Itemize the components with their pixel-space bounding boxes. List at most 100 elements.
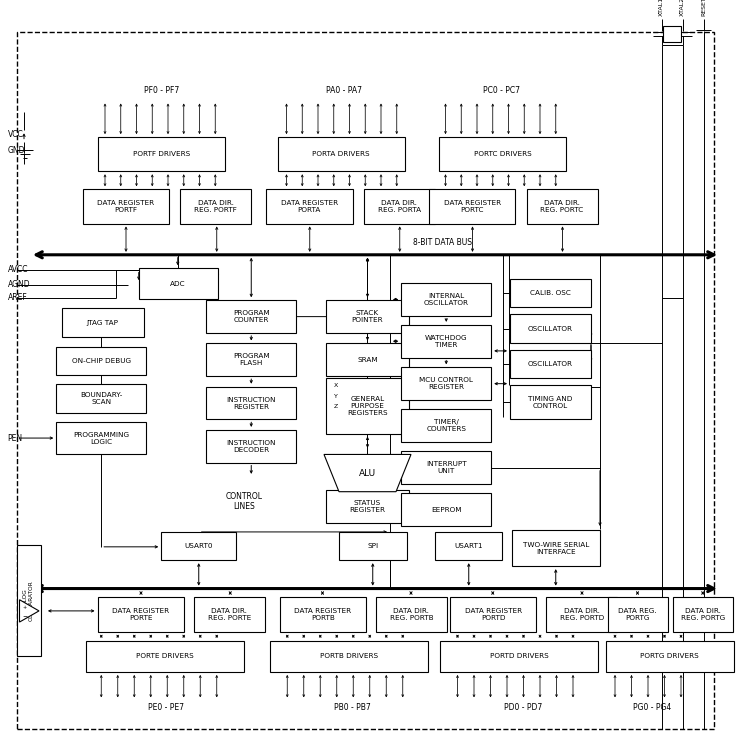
Text: ON-CHIP DEBUG: ON-CHIP DEBUG: [72, 358, 130, 364]
Text: PEN: PEN: [8, 434, 22, 443]
Bar: [86, 641, 244, 672]
Bar: [56, 422, 146, 454]
Bar: [608, 597, 668, 632]
Text: DATA DIR.
REG. PORTF: DATA DIR. REG. PORTF: [194, 200, 237, 213]
Text: USART1: USART1: [454, 543, 483, 549]
Bar: [440, 641, 598, 672]
Text: PF0 - PF7: PF0 - PF7: [144, 86, 178, 95]
Text: DATA DIR.
REG. PORTA: DATA DIR. REG. PORTA: [378, 200, 421, 213]
Bar: [266, 189, 352, 223]
Text: PE0 - PE7: PE0 - PE7: [148, 703, 184, 712]
Text: X: X: [334, 384, 338, 388]
Text: −: −: [22, 614, 28, 618]
Text: TWO-WIRE SERIAL
INTERFACE: TWO-WIRE SERIAL INTERFACE: [523, 542, 589, 555]
Bar: [429, 189, 515, 223]
Text: INTERRUPT
UNIT: INTERRUPT UNIT: [426, 461, 466, 475]
Text: AREF: AREF: [8, 294, 27, 302]
Text: AGND: AGND: [8, 280, 30, 289]
Bar: [401, 367, 491, 400]
Text: PROGRAM
COUNTER: PROGRAM COUNTER: [233, 310, 269, 323]
Bar: [161, 532, 236, 560]
Text: PORTD DRIVERS: PORTD DRIVERS: [490, 653, 548, 659]
Bar: [512, 530, 600, 566]
Text: PB0 - PB7: PB0 - PB7: [334, 703, 370, 712]
Bar: [326, 300, 409, 333]
Bar: [401, 283, 491, 316]
Text: GENERAL
PURPOSE
REGISTERS: GENERAL PURPOSE REGISTERS: [347, 396, 388, 416]
Bar: [326, 343, 409, 376]
Bar: [82, 189, 169, 223]
Text: RESET: RESET: [701, 0, 706, 16]
Text: Y: Y: [334, 394, 338, 399]
Bar: [510, 279, 591, 307]
Text: DATA DIR.
REG. PORTE: DATA DIR. REG. PORTE: [208, 608, 251, 621]
Bar: [180, 189, 251, 223]
Bar: [62, 308, 144, 337]
Text: OSCILLATOR: OSCILLATOR: [528, 326, 573, 332]
Bar: [439, 137, 566, 171]
Bar: [194, 597, 265, 632]
Bar: [435, 532, 502, 560]
Bar: [206, 343, 296, 376]
Bar: [278, 137, 405, 171]
Bar: [98, 597, 184, 632]
Bar: [98, 137, 225, 171]
Text: GND: GND: [8, 146, 25, 155]
Text: TIMER/
COUNTERS: TIMER/ COUNTERS: [426, 419, 466, 432]
Text: DATA REGISTER
PORTD: DATA REGISTER PORTD: [464, 608, 522, 621]
Text: PC0 - PC7: PC0 - PC7: [483, 86, 520, 95]
Text: Z: Z: [334, 405, 338, 409]
Text: DATA REGISTER
PORTF: DATA REGISTER PORTF: [97, 200, 154, 213]
Text: PORTC DRIVERS: PORTC DRIVERS: [474, 151, 531, 157]
Text: PROGRAM
FLASH: PROGRAM FLASH: [233, 353, 269, 367]
Bar: [401, 451, 491, 484]
Text: USART0: USART0: [184, 543, 213, 549]
Text: PROGRAMMING
LOGIC: PROGRAMMING LOGIC: [74, 431, 129, 445]
Text: EEPROM: EEPROM: [431, 507, 461, 513]
Text: PG0 - PG4: PG0 - PG4: [633, 703, 672, 712]
Text: BOUNDARY-
SCAN: BOUNDARY- SCAN: [80, 392, 122, 405]
Text: INTERNAL
OSCILLATOR: INTERNAL OSCILLATOR: [424, 293, 469, 306]
Text: WATCHDOG
TIMER: WATCHDOG TIMER: [425, 335, 467, 348]
Text: ALU: ALU: [359, 469, 376, 478]
Text: INSTRUCTION
REGISTER: INSTRUCTION REGISTER: [226, 396, 276, 410]
Bar: [510, 314, 591, 343]
Bar: [376, 597, 447, 632]
Text: DATA REGISTER
PORTC: DATA REGISTER PORTC: [443, 200, 501, 213]
Text: DATA REGISTER
PORTE: DATA REGISTER PORTE: [112, 608, 170, 621]
Bar: [270, 641, 428, 672]
Text: PORTA DRIVERS: PORTA DRIVERS: [313, 151, 370, 157]
Text: ANALOG
COMPARATOR: ANALOG COMPARATOR: [23, 580, 34, 621]
Text: ADC: ADC: [170, 281, 186, 287]
Bar: [401, 409, 491, 442]
Polygon shape: [324, 454, 411, 492]
Bar: [16, 545, 40, 656]
Bar: [526, 189, 598, 223]
Text: PORTF DRIVERS: PORTF DRIVERS: [133, 151, 190, 157]
Bar: [139, 268, 218, 299]
Text: JTAG TAP: JTAG TAP: [87, 320, 118, 326]
Text: AVCC: AVCC: [8, 265, 28, 274]
Text: SRAM: SRAM: [357, 357, 378, 363]
Polygon shape: [20, 600, 39, 622]
Bar: [339, 532, 406, 560]
Bar: [450, 597, 536, 632]
Bar: [326, 490, 409, 523]
Text: DATA DIR.
REG. PORTB: DATA DIR. REG. PORTB: [389, 608, 433, 621]
Bar: [510, 350, 591, 378]
Text: DATA DIR.
REG. PORTC: DATA DIR. REG. PORTC: [541, 200, 584, 213]
Text: STATUS
REGISTER: STATUS REGISTER: [350, 500, 386, 513]
Text: PORTG DRIVERS: PORTG DRIVERS: [640, 653, 699, 659]
Text: PORTE DRIVERS: PORTE DRIVERS: [136, 653, 194, 659]
Text: DATA REGISTER
PORTA: DATA REGISTER PORTA: [280, 200, 338, 213]
Text: XTAL1: XTAL1: [659, 0, 664, 16]
Text: DATA DIR.
REG. PORTD: DATA DIR. REG. PORTD: [560, 608, 604, 621]
Text: DATA REG.
PORTG: DATA REG. PORTG: [618, 608, 657, 621]
Text: 8-BIT DATA BUS: 8-BIT DATA BUS: [413, 238, 472, 247]
Text: OSCILLATOR: OSCILLATOR: [528, 361, 573, 367]
Text: CONTROL
LINES: CONTROL LINES: [225, 492, 262, 511]
Text: DATA DIR.
REG. PORTG: DATA DIR. REG. PORTG: [681, 608, 724, 621]
Bar: [606, 641, 734, 672]
Text: VCC: VCC: [8, 130, 23, 139]
Bar: [326, 378, 409, 434]
